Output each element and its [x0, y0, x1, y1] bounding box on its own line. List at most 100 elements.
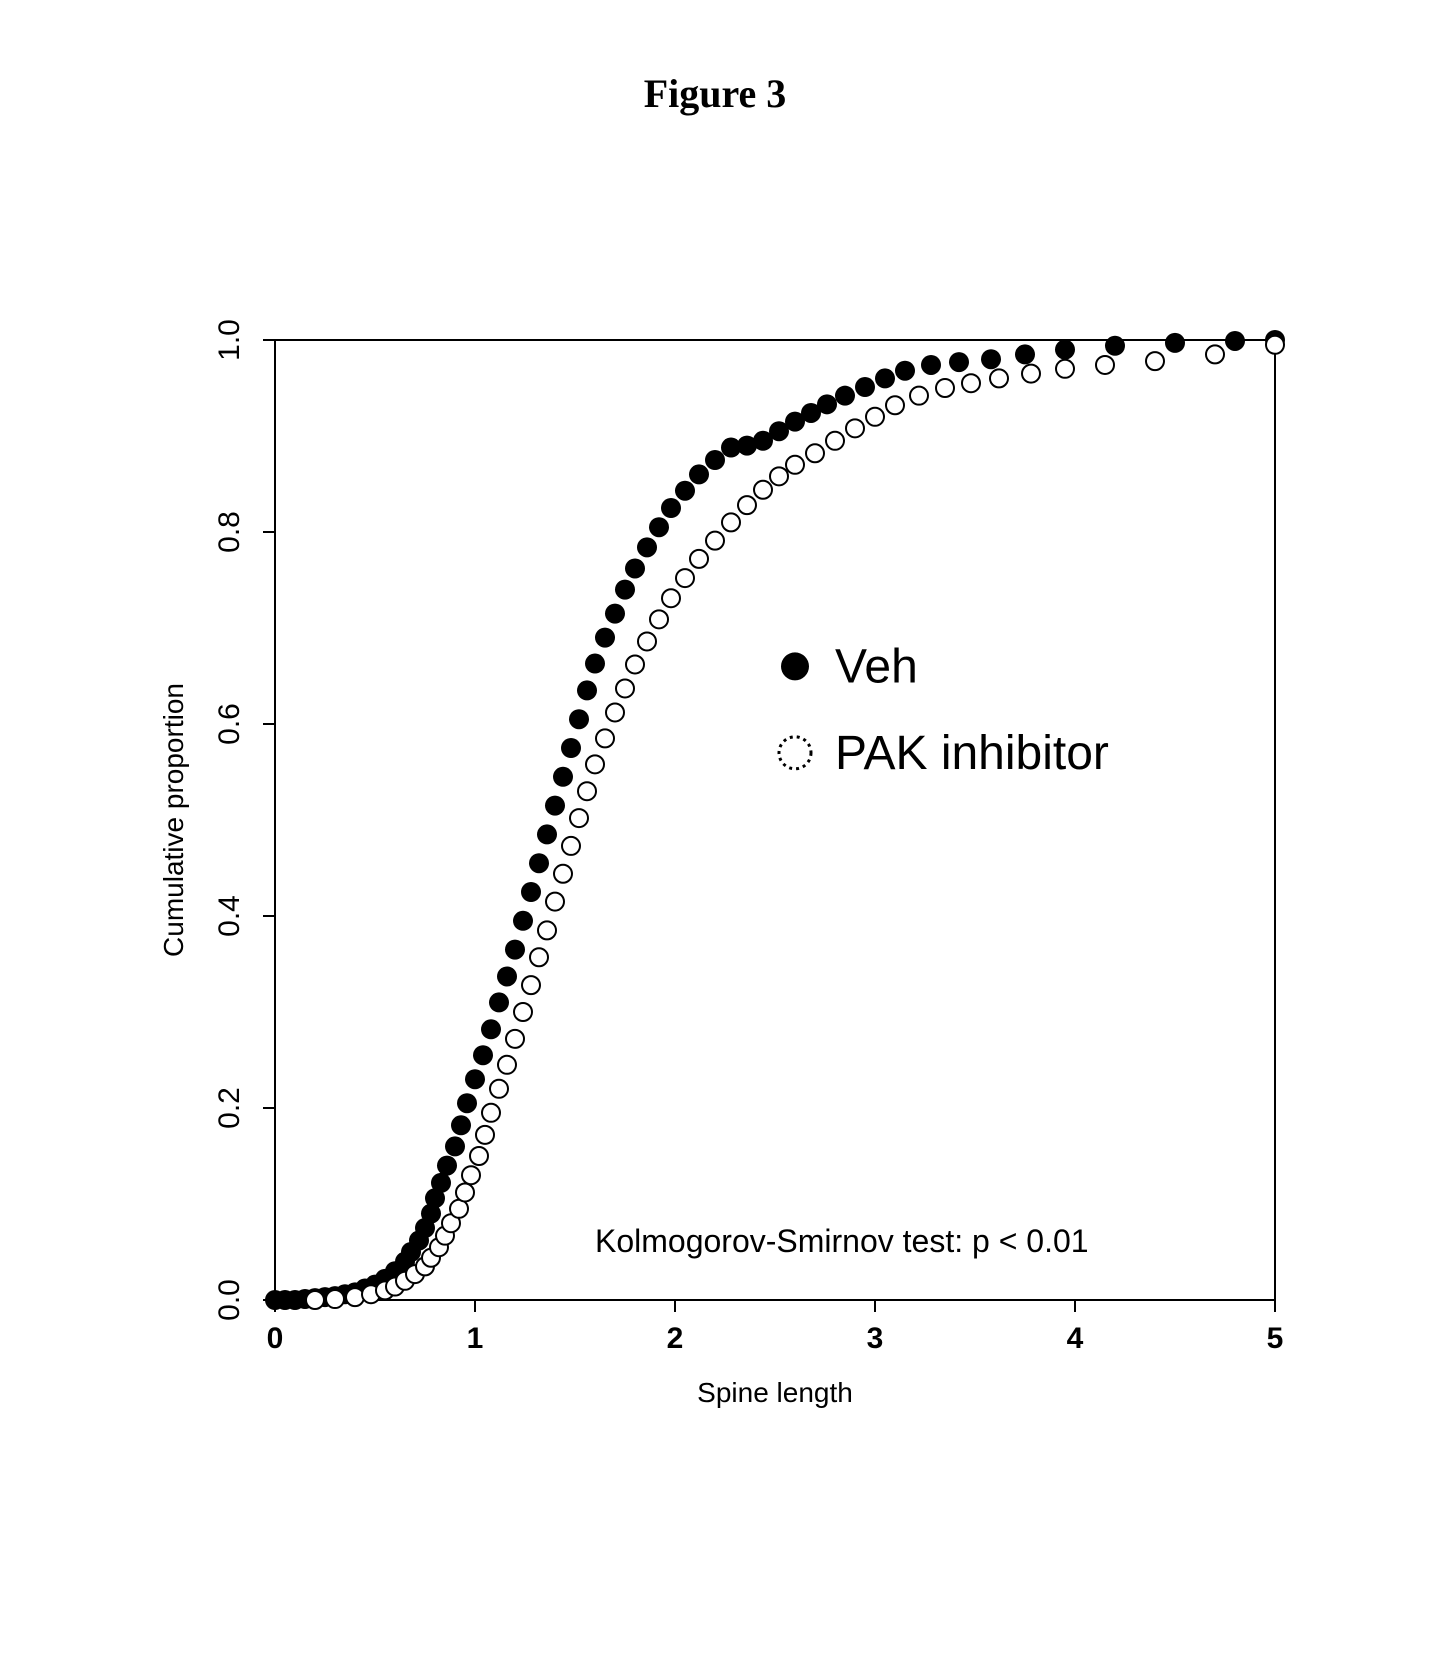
data-point [638, 632, 656, 650]
data-point [706, 532, 724, 550]
x-axis-label: Spine length [697, 1377, 853, 1408]
legend-label: PAK inhibitor [835, 727, 1109, 780]
data-point [615, 580, 635, 600]
data-point [1206, 345, 1224, 363]
data-point [346, 1288, 364, 1306]
data-point [585, 654, 605, 674]
data-point [553, 767, 573, 787]
stat-annotation: Kolmogorov-Smirnov test: p < 0.01 [595, 1223, 1089, 1259]
x-tick-label: 2 [667, 1322, 684, 1355]
data-point [1225, 331, 1245, 351]
data-point [470, 1147, 488, 1165]
data-point [326, 1290, 344, 1308]
legend-marker-open [779, 737, 811, 769]
y-tick-label: 0.4 [213, 895, 246, 937]
data-point [866, 408, 884, 426]
data-point [538, 921, 556, 939]
data-point [705, 450, 725, 470]
data-point [554, 865, 572, 883]
data-point [546, 893, 564, 911]
data-point [990, 369, 1008, 387]
data-point [562, 837, 580, 855]
data-point [1055, 340, 1075, 360]
figure-title: Figure 3 [0, 70, 1430, 117]
data-point [689, 464, 709, 484]
data-point [529, 853, 549, 873]
data-point [806, 444, 824, 462]
data-point [1096, 356, 1114, 374]
data-point [506, 1030, 524, 1048]
y-tick-label: 0.6 [213, 703, 246, 745]
x-tick-label: 0 [267, 1322, 284, 1355]
data-point [473, 1045, 493, 1065]
data-point [875, 368, 895, 388]
x-tick-label: 1 [467, 1322, 484, 1355]
data-point [936, 379, 954, 397]
data-point [886, 396, 904, 414]
y-tick-label: 0.2 [213, 1087, 246, 1129]
x-tick-label: 4 [1067, 1322, 1084, 1355]
data-point [786, 456, 804, 474]
data-point [675, 481, 695, 501]
data-point [577, 680, 597, 700]
data-point [722, 513, 740, 531]
data-point [1022, 365, 1040, 383]
data-point [456, 1183, 474, 1201]
data-point [570, 809, 588, 827]
y-tick-label: 0.8 [213, 511, 246, 553]
x-tick-label: 3 [867, 1322, 884, 1355]
data-point [497, 966, 517, 986]
data-point [949, 352, 969, 372]
data-point [1165, 333, 1185, 353]
data-point [514, 1003, 532, 1021]
data-point [738, 496, 756, 514]
data-point [676, 569, 694, 587]
data-point [662, 589, 680, 607]
data-point [545, 796, 565, 816]
data-point [921, 355, 941, 375]
data-point [462, 1166, 480, 1184]
data-point [962, 374, 980, 392]
data-point [451, 1115, 471, 1135]
data-point [981, 349, 1001, 369]
cumulative-chart: 0123450.00.20.40.60.81.0Spine lengthCumu… [115, 300, 1315, 1500]
data-point [561, 738, 581, 758]
data-point [606, 703, 624, 721]
y-tick-label: 0.0 [213, 1279, 246, 1321]
data-point [522, 976, 540, 994]
data-point [1105, 336, 1125, 356]
data-point [537, 824, 557, 844]
data-point [846, 419, 864, 437]
y-axis-label: Cumulative proportion [158, 683, 189, 957]
legend-marker-filled [781, 652, 809, 680]
data-point [490, 1080, 508, 1098]
data-point [498, 1056, 516, 1074]
data-point [596, 729, 614, 747]
data-point [306, 1291, 324, 1309]
data-point [895, 361, 915, 381]
data-point [595, 628, 615, 648]
data-point [465, 1069, 485, 1089]
data-point [690, 550, 708, 568]
data-point [637, 537, 657, 557]
data-point [616, 679, 634, 697]
data-point [754, 481, 772, 499]
data-point [489, 992, 509, 1012]
data-point [476, 1126, 494, 1144]
data-point [835, 386, 855, 406]
data-point [530, 948, 548, 966]
data-point [770, 467, 788, 485]
data-point [855, 377, 875, 397]
data-point [481, 1019, 501, 1039]
data-point [626, 655, 644, 673]
data-point [910, 387, 928, 405]
legend-label: Veh [835, 640, 918, 693]
data-point [521, 882, 541, 902]
data-point [1015, 344, 1035, 364]
data-point [625, 558, 645, 578]
data-point [437, 1156, 457, 1176]
data-point [431, 1173, 451, 1193]
data-point [1146, 352, 1164, 370]
chart-container: 0123450.00.20.40.60.81.0Spine lengthCumu… [115, 300, 1315, 1500]
data-point [505, 940, 525, 960]
